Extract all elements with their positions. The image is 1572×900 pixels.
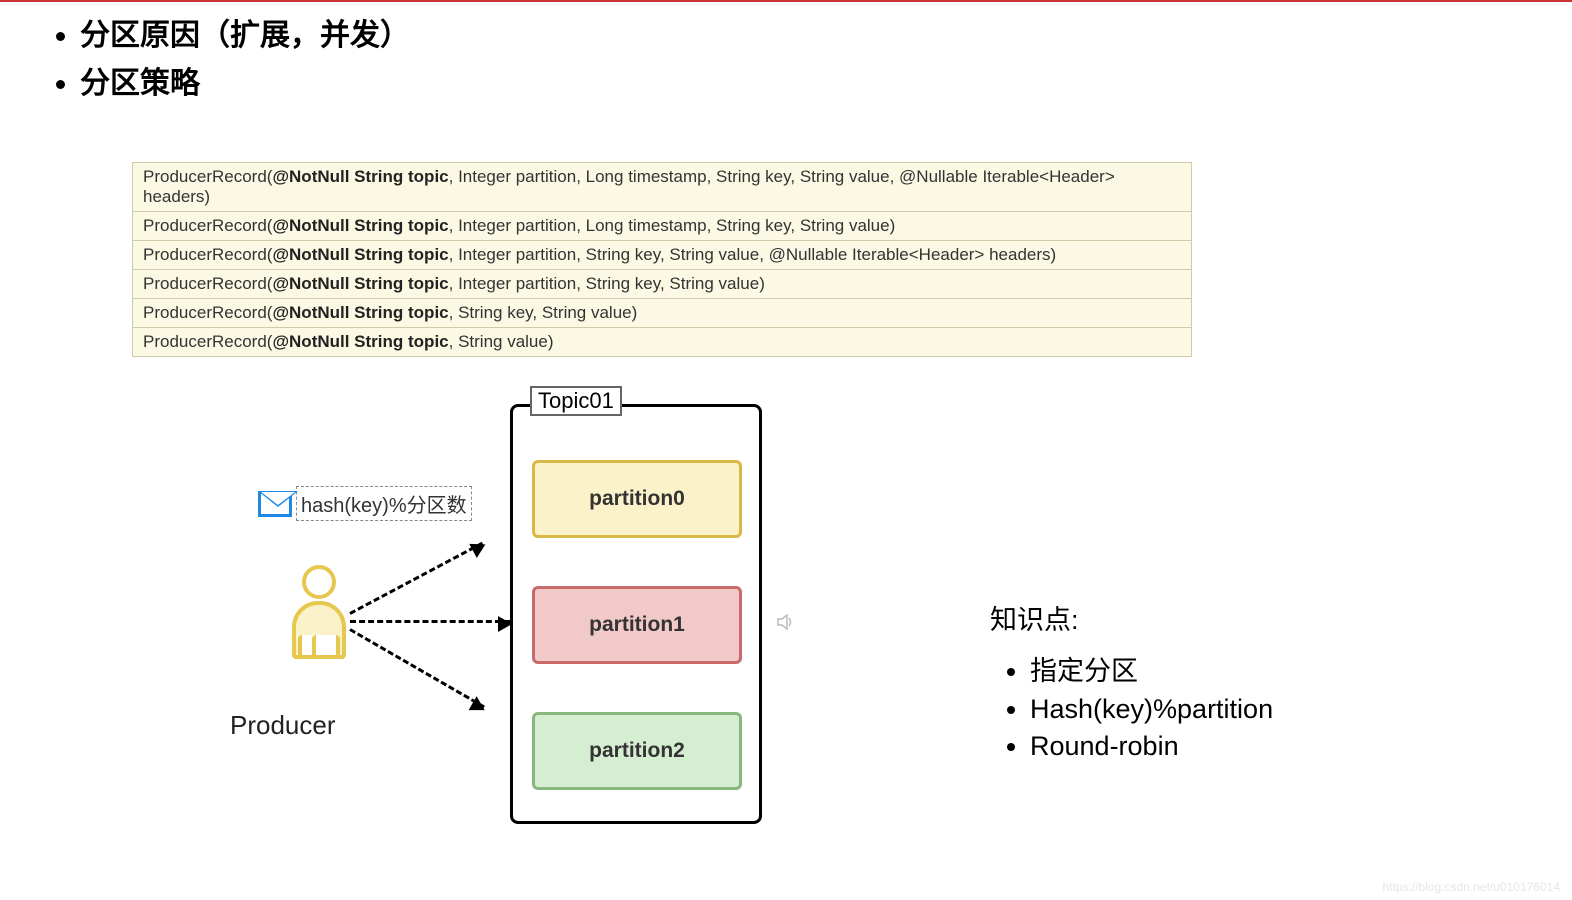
- producer-body: [292, 601, 346, 659]
- speaker-icon: [776, 612, 796, 638]
- knowledge-title: 知识点:: [990, 598, 1273, 637]
- top-bullet-1: 分区策略: [80, 58, 410, 102]
- top-bullets-list: 分区原因（扩展，并发） 分区策略: [50, 10, 410, 102]
- knowledge-points: 知识点: 指定分区 Hash(key)%partition Round-robi…: [990, 598, 1273, 768]
- knowledge-list: 指定分区 Hash(key)%partition Round-robin: [996, 649, 1273, 762]
- api-row-3: ProducerRecord(@NotNull String topic, In…: [133, 270, 1191, 299]
- arrow-to-partition0: [349, 542, 483, 615]
- partition-0-box: partition0: [532, 460, 742, 538]
- producer-person-icon: [290, 565, 348, 675]
- api-row-2: ProducerRecord(@NotNull String topic, In…: [133, 241, 1191, 270]
- top-bullets: 分区原因（扩展，并发） 分区策略: [50, 10, 410, 106]
- partition-diagram: hash(key)%分区数 Producer Topic01 partition…: [200, 380, 800, 850]
- hash-formula-label: hash(key)%分区数: [296, 486, 472, 521]
- api-row-1: ProducerRecord(@NotNull String topic, In…: [133, 212, 1191, 241]
- partition-1-box: partition1: [532, 586, 742, 664]
- envelope-icon: [258, 491, 292, 517]
- watermark-text: https://blog.csdn.net/u010176014: [1383, 880, 1560, 894]
- api-signatures-table: ProducerRecord(@NotNull String topic, In…: [132, 162, 1192, 357]
- top-bullet-0: 分区原因（扩展，并发）: [80, 10, 410, 54]
- arrow-to-partition2: [349, 628, 485, 708]
- envelope-hash-group: hash(key)%分区数: [258, 486, 472, 521]
- topic-label: Topic01: [530, 386, 622, 416]
- top-border-line: [0, 0, 1572, 2]
- knowledge-item-1: Hash(key)%partition: [1030, 694, 1273, 725]
- api-row-0: ProducerRecord(@NotNull String topic, In…: [133, 163, 1191, 212]
- partition-2-box: partition2: [532, 712, 742, 790]
- producer-label: Producer: [230, 710, 336, 741]
- producer-head: [302, 565, 336, 599]
- knowledge-item-0: 指定分区: [1030, 649, 1273, 688]
- arrow-to-partition1: [350, 620, 510, 623]
- api-row-4: ProducerRecord(@NotNull String topic, St…: [133, 299, 1191, 328]
- knowledge-item-2: Round-robin: [1030, 731, 1273, 762]
- api-row-5: ProducerRecord(@NotNull String topic, St…: [133, 328, 1191, 356]
